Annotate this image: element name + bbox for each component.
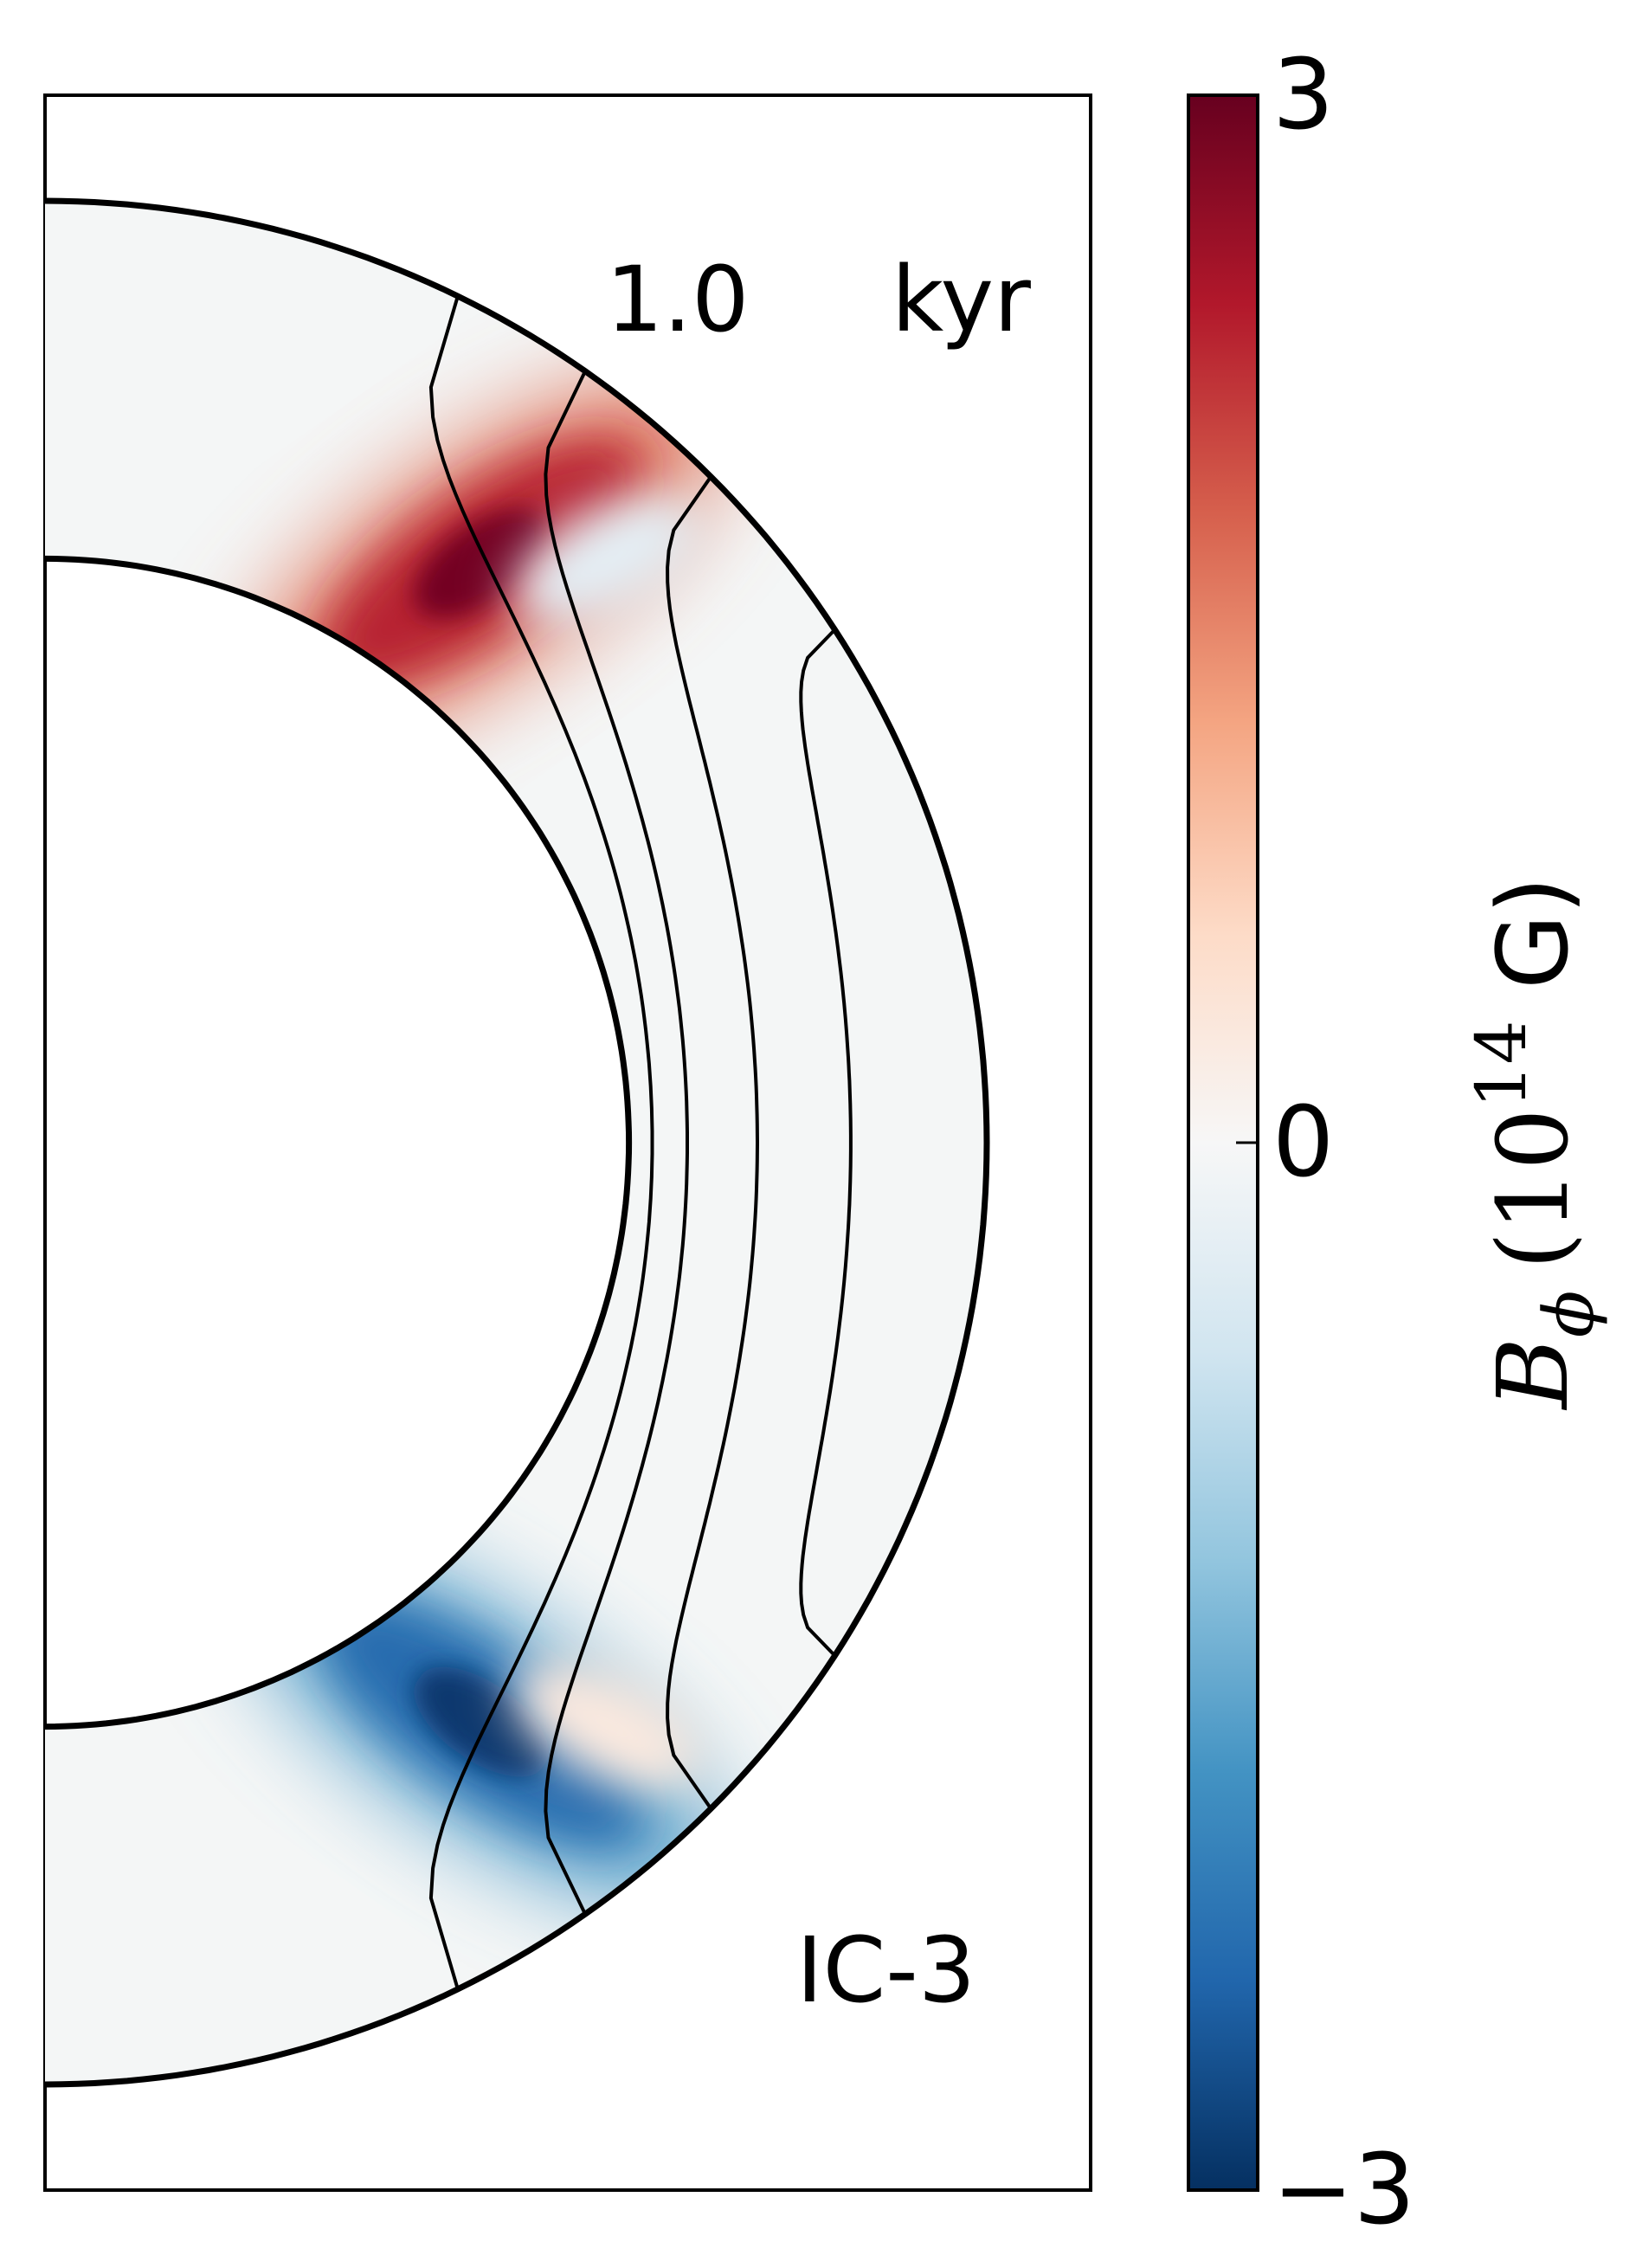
field-lines <box>428 295 853 1990</box>
field-line <box>799 628 853 1657</box>
model-label: IC-3 <box>796 1917 976 2023</box>
negative-field-lobe <box>512 493 703 628</box>
time-value: 1.0 <box>606 247 749 352</box>
colorbar-tick-label: 0 <box>1272 1086 1334 1199</box>
unit-exponent: 14 <box>1461 1021 1542 1109</box>
positive-field-lobe <box>512 1658 703 1793</box>
quantity-symbol: B <box>1478 1337 1590 1410</box>
colorbar-label: Bϕ (1014 G) <box>1461 877 1609 1411</box>
colorbar-tick-label: −3 <box>1272 2134 1415 2246</box>
field-line <box>544 370 689 1916</box>
colorbar-ticks: −3 0 3 <box>1236 39 1415 2246</box>
field-line <box>428 295 654 1990</box>
svg-text:Bϕ(1014 G): Bϕ (1014 G) <box>1461 877 1609 1411</box>
unit-suffix: G) <box>1478 877 1590 1021</box>
shell-background <box>45 201 987 2084</box>
outer-boundary <box>44 197 990 2088</box>
colorbar-tick-label: 3 <box>1272 39 1334 151</box>
unit-prefix: (10 <box>1478 1108 1590 1269</box>
positive-field-lobe <box>414 508 550 619</box>
time-unit: kyr <box>892 247 1031 352</box>
inner-boundary <box>44 555 633 1730</box>
negative-field-lobe <box>414 1666 550 1777</box>
quantity-subscript: ϕ <box>1529 1291 1609 1338</box>
field-line <box>666 475 760 1810</box>
